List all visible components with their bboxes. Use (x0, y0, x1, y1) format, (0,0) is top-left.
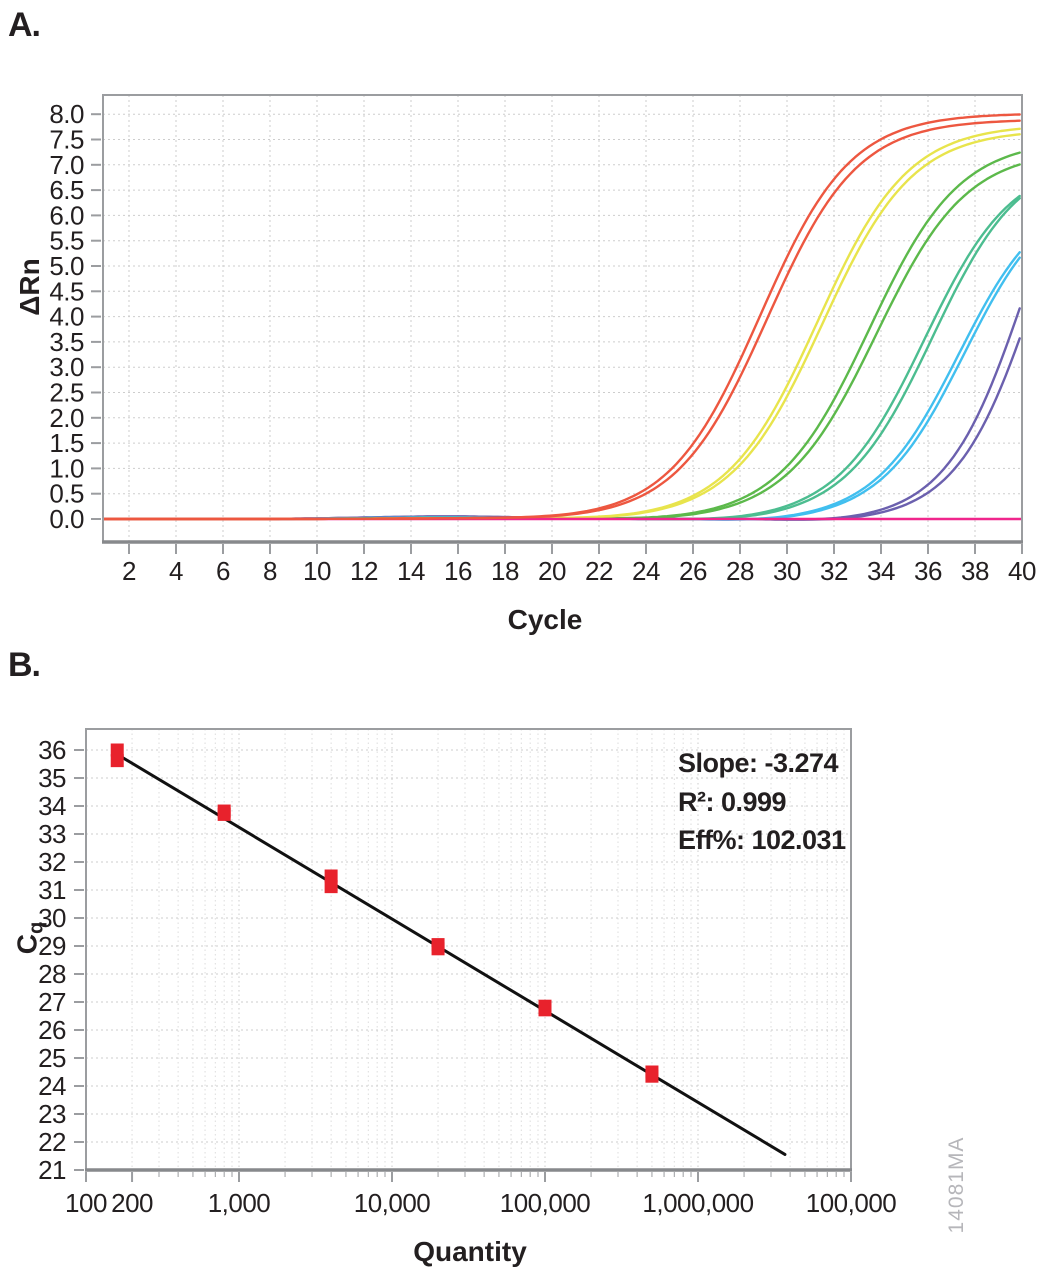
panel-a-label: A. (8, 6, 41, 44)
tick-label-a-y: 1.0 (49, 453, 84, 483)
tick-label-b-x: 100,000 (500, 1188, 591, 1218)
tick-label-a-y: 4.5 (49, 276, 84, 306)
tick-label-b-y: 32 (38, 847, 66, 877)
stat-slope: Slope: -3.274 (678, 748, 839, 778)
tick-label-b-y: 36 (38, 735, 66, 765)
tick-label-b-x: 200 (111, 1188, 153, 1218)
tick-label-a-x: 6 (216, 556, 230, 586)
tick-label-a-x: 22 (585, 556, 613, 586)
curve-dilution-4-seagreen (102, 197, 1021, 521)
tick-label-b-y: 25 (38, 1043, 66, 1073)
tick-label-a-y: 0.5 (49, 479, 84, 509)
tick-label-b-y: 23 (38, 1099, 66, 1129)
tick-label-b-y: 29 (38, 931, 66, 961)
tick-label-b-y: 27 (38, 987, 66, 1017)
tick-label-a-x: 12 (350, 556, 378, 586)
data-point-q800 (217, 807, 231, 821)
tick-label-b-y: 21 (38, 1155, 66, 1185)
tick-label-b-y: 35 (38, 763, 66, 793)
tick-label-b-x: 1,000 (208, 1188, 271, 1218)
curve-dilution-3-green (102, 151, 1021, 521)
data-point-q4000 (324, 869, 338, 883)
tick-label-a-x: 26 (679, 556, 707, 586)
tick-label-a-x: 14 (397, 556, 425, 586)
tick-label-a-x: 8 (263, 556, 277, 586)
tick-label-a-x: 4 (169, 556, 183, 586)
tick-label-a-x: 28 (726, 556, 754, 586)
tick-label-b-y: 26 (38, 1015, 66, 1045)
curve-dilution-6-purple (102, 337, 1021, 521)
curve-dilution-2-yellow (102, 133, 1021, 521)
panel-b-x-axis-title: Quantity (413, 1236, 527, 1267)
curve-dilution-1-red (102, 113, 1021, 521)
tick-label-b-x: 100 (65, 1188, 107, 1218)
watermark: 14081MA (945, 1136, 968, 1234)
tick-label-a-x: 16 (444, 556, 472, 586)
stat-efficiency: Eff%: 102.031 (678, 825, 846, 855)
tick-label-a-y: 5.0 (49, 251, 84, 281)
tick-label-b-y: 30 (38, 903, 66, 933)
tick-label-b-y: 28 (38, 959, 66, 989)
data-point-q4000 (324, 880, 338, 894)
cq-subscript: q (25, 921, 48, 934)
data-point-q160 (110, 743, 124, 757)
data-point-q500000 (645, 1069, 659, 1083)
tick-label-b-x: 100,000 (806, 1188, 897, 1218)
data-point-q160 (110, 754, 124, 768)
panel-b-y-axis-title: Cq (12, 922, 49, 954)
tick-label-a-x: 34 (867, 556, 895, 586)
tick-label-a-y: 3.5 (49, 327, 84, 357)
curve-dilution-5-cyan (102, 256, 1021, 521)
tick-label-b-x: 10,000 (354, 1188, 431, 1218)
panel-b-label: B. (8, 646, 41, 684)
tick-label-b-y: 33 (38, 819, 66, 849)
tick-label-a-y: 6.0 (49, 200, 84, 230)
tick-label-a-y: 6.5 (49, 175, 84, 205)
tick-label-a-y: 7.5 (49, 125, 84, 155)
curve-dilution-3-green (102, 163, 1021, 521)
stat-r-squared: R²: 0.999 (678, 786, 787, 817)
tick-label-a-x: 20 (538, 556, 566, 586)
tick-label-b-y: 22 (38, 1127, 66, 1157)
tick-label-a-y: 2.5 (49, 378, 84, 408)
tick-label-b-y: 31 (38, 875, 66, 905)
tick-label-a-y: 2.0 (49, 403, 84, 433)
regression-line (115, 752, 787, 1156)
tick-label-a-x: 24 (632, 556, 660, 586)
tick-label-a-y: 3.0 (49, 352, 84, 382)
tick-label-a-x: 30 (773, 556, 801, 586)
tick-label-a-y: 0.0 (49, 504, 84, 534)
curve-dilution-6-purple (102, 307, 1021, 521)
tick-label-b-y: 24 (38, 1071, 66, 1101)
panel-a-y-axis-title: ΔRn (14, 258, 45, 316)
curve-dilution-4-seagreen (102, 194, 1021, 521)
tick-label-a-y: 1.5 (49, 428, 84, 458)
tick-label-a-x: 18 (491, 556, 519, 586)
data-point-q100000 (538, 1003, 552, 1017)
tick-label-a-y: 4.0 (49, 302, 84, 332)
tick-label-a-x: 10 (303, 556, 331, 586)
tick-label-b-x: 1,000,000 (642, 1188, 753, 1218)
tick-label-b-y: 34 (38, 791, 66, 821)
tick-label-a-x: 38 (961, 556, 989, 586)
tick-label-a-x: 36 (914, 556, 942, 586)
tick-label-a-x: 32 (820, 556, 848, 586)
tick-label-a-x: 40 (1008, 556, 1036, 586)
tick-label-a-y: 7.0 (49, 150, 84, 180)
cq-main: C (11, 933, 43, 955)
tick-label-a-x: 2 (122, 556, 136, 586)
fit-statistics: Slope: -3.274 R²: 0.999 Eff%: 102.031 (678, 744, 846, 860)
tick-label-a-y: 8.0 (49, 99, 84, 129)
tick-label-a-y: 5.5 (49, 226, 84, 256)
panel-a-x-axis-title: Cycle (507, 604, 583, 635)
data-point-q20000 (431, 942, 445, 956)
